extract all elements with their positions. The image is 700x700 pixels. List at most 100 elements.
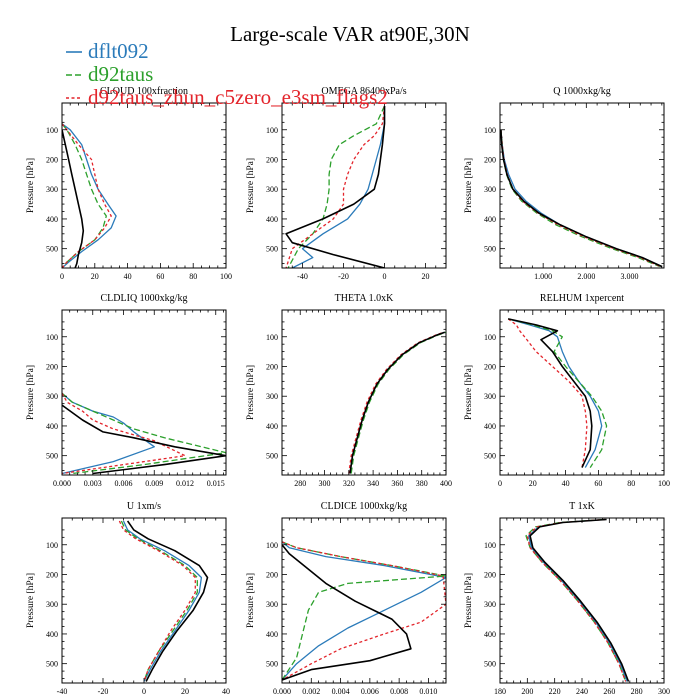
series-line-d92taus_zhun_c5zero_e3sm_flags2 — [62, 392, 186, 475]
y-tick-label: 500 — [484, 245, 496, 254]
y-tick-label: 200 — [484, 155, 496, 164]
y-tick-label: 500 — [266, 660, 278, 669]
panel-title: CLDLIQ 1000xkg/kg — [101, 293, 188, 304]
y-tick-label: 200 — [46, 570, 58, 579]
series-line-d92taus — [350, 331, 446, 474]
x-tick-label: 300 — [658, 687, 670, 696]
y-tick-label: 400 — [484, 422, 496, 431]
series-line-dflt092 — [282, 541, 446, 681]
x-tick-label: 80 — [189, 272, 197, 281]
panel-4: 0.000 0.003 0.006 0.009 0.012 0.015 100 200 300 4… — [26, 293, 227, 488]
x-tick-label: 0 — [142, 687, 146, 696]
panel-6: 0 20 40 60 80 100 100 200 300 400 500 Pressure [hPa… — [464, 293, 670, 488]
y-tick-label: 500 — [46, 660, 58, 669]
x-tick-label: 0.002 — [302, 687, 320, 696]
figure-title: Large-scale VAR at90E,30N — [230, 22, 470, 46]
y-tick-label: 100 — [484, 541, 496, 550]
series-line-d92taus_zhun_c5zero_e3sm_flags2 — [348, 331, 444, 474]
series-line-ref — [500, 129, 663, 268]
y-tick-label: 400 — [46, 630, 58, 639]
x-tick-label: 0.008 — [390, 687, 408, 696]
panel-title: RELHUM 1xpercent — [540, 293, 624, 304]
y-tick-label: 400 — [484, 630, 496, 639]
x-tick-label: 180 — [494, 687, 506, 696]
x-tick-label: 320 — [343, 479, 355, 488]
y-tick-label: 100 — [266, 333, 278, 342]
plot-frame — [499, 517, 665, 684]
y-tick-label: 300 — [266, 392, 278, 401]
y-tick-label: 200 — [484, 570, 496, 579]
x-tick-label: 60 — [156, 272, 164, 281]
panels: 0 20 40 60 80 100 100 200 300 400 500 Pressure [hPa… — [26, 86, 670, 696]
x-tick-label: 220 — [549, 687, 561, 696]
series-line-d92taus — [287, 105, 386, 268]
x-tick-label: 0 — [383, 272, 387, 281]
x-tick-label: 0 — [60, 272, 64, 281]
series-line-d92taus_zhun_c5zero_e3sm_flags2 — [282, 541, 446, 681]
x-tick-label: 0.009 — [145, 479, 163, 488]
series-line-d92taus — [120, 520, 198, 682]
y-tick-label: 300 — [266, 600, 278, 609]
plot-frame — [61, 309, 227, 476]
y-tick-label: 300 — [266, 185, 278, 194]
y-tick-label: 300 — [46, 600, 58, 609]
y-tick-label: 100 — [484, 333, 496, 342]
x-tick-label: 400 — [440, 479, 452, 488]
x-tick-label: 300 — [319, 479, 331, 488]
panel-title: U 1xm/s — [127, 501, 161, 512]
x-tick-label: 1.000 — [534, 272, 552, 281]
x-tick-label: -20 — [338, 272, 349, 281]
x-tick-label: 240 — [576, 687, 588, 696]
y-tick-label: 500 — [266, 452, 278, 461]
y-tick-label: 300 — [46, 185, 58, 194]
series-line-d92taus_zhun_c5zero_e3sm_flags2 — [500, 129, 661, 268]
y-tick-label: 300 — [484, 185, 496, 194]
y-axis-label: Pressure [hPa] — [26, 158, 36, 213]
x-tick-label: 340 — [367, 479, 379, 488]
x-tick-label: 200 — [521, 687, 533, 696]
plot-frame — [281, 309, 447, 476]
series-line-d92taus_zhun_c5zero_e3sm_flags2 — [62, 123, 112, 268]
series-line-dflt092 — [292, 106, 386, 268]
plot-frame — [281, 102, 447, 269]
x-tick-label: 20 — [91, 272, 99, 281]
x-tick-label: 100 — [658, 479, 670, 488]
y-tick-label: 500 — [484, 452, 496, 461]
series-line-d92taus_zhun_c5zero_e3sm_flags2 — [507, 318, 588, 468]
series-line-d92taus_zhun_c5zero_e3sm_flags2 — [526, 518, 627, 682]
legend-label: dflt092 — [88, 39, 149, 63]
y-tick-label: 500 — [46, 452, 58, 461]
y-tick-label: 400 — [46, 215, 58, 224]
y-tick-label: 100 — [266, 541, 278, 550]
x-tick-label: 3.000 — [620, 272, 638, 281]
x-tick-label: 0.006 — [361, 687, 379, 696]
series-line-ref — [282, 544, 412, 681]
series-line-d92taus — [62, 123, 107, 268]
x-tick-label: -40 — [57, 687, 68, 696]
x-tick-label: 260 — [603, 687, 615, 696]
y-tick-label: 300 — [484, 392, 496, 401]
panel-title: T 1xK — [569, 501, 595, 512]
y-axis-label: Pressure [hPa] — [464, 365, 474, 420]
plot-frame — [281, 517, 447, 684]
x-tick-label: 40 — [562, 479, 570, 488]
series-line-dflt092 — [500, 129, 663, 268]
x-tick-label: 0.003 — [84, 479, 102, 488]
y-tick-label: 400 — [266, 215, 278, 224]
series-line-ref — [62, 404, 226, 475]
series-line-dflt092 — [122, 520, 203, 682]
series-line-d92taus_zhun_c5zero_e3sm_flags2 — [285, 105, 386, 268]
y-tick-label: 100 — [266, 126, 278, 135]
series-line-dflt092 — [62, 123, 117, 268]
y-tick-label: 200 — [484, 362, 496, 371]
panel-9: 180 200 220 240 260 280 300 100 200 300 400 500 Pres… — [464, 501, 670, 696]
y-tick-label: 100 — [46, 333, 58, 342]
plot-frame — [61, 102, 227, 269]
panel-2: -40 -20 0 20 100 200 300 400 500 Pressure [hPa] OM… — [246, 86, 447, 281]
series-line-ref — [126, 520, 209, 682]
y-tick-label: 500 — [46, 245, 58, 254]
panel-title: Q 1000xkg/kg — [553, 86, 611, 97]
y-tick-label: 400 — [484, 215, 496, 224]
y-tick-label: 100 — [484, 126, 496, 135]
x-tick-label: 2.000 — [577, 272, 595, 281]
